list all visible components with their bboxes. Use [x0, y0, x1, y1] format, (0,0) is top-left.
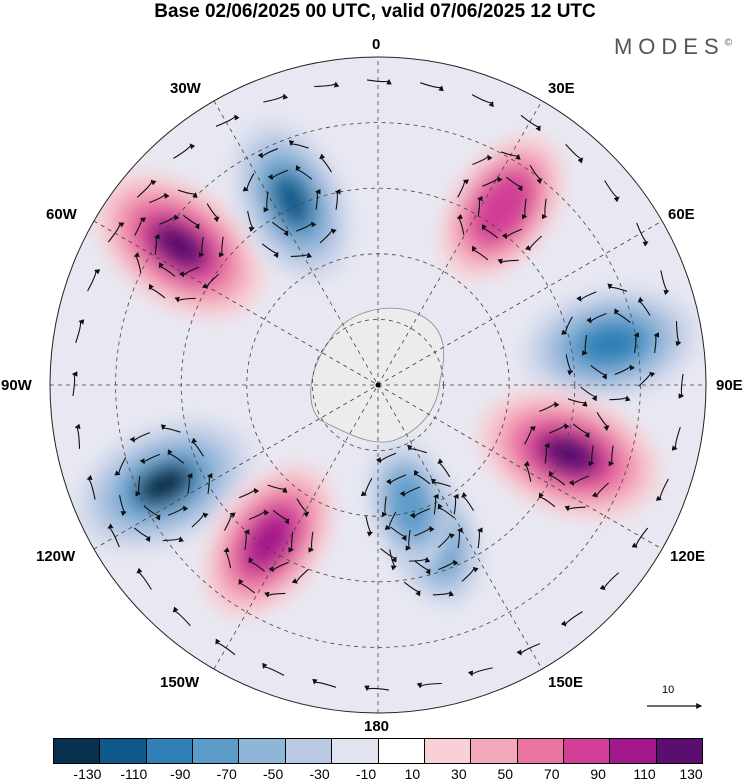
south-pole-marker — [375, 382, 381, 388]
colorbar-tick-label: 50 — [497, 766, 514, 782]
colorbar-cell — [53, 738, 100, 764]
lon-label-150w: 150W — [160, 674, 200, 691]
colorbar-cell — [284, 738, 332, 764]
lon-label-60w: 60W — [46, 206, 77, 223]
lon-label-0: 0 — [372, 36, 381, 53]
colorbar-tick-label: -110 — [120, 766, 148, 782]
colorbar-cell — [192, 738, 239, 764]
brand-mark: © — [724, 37, 732, 49]
lon-label-60e: 60E — [668, 206, 695, 223]
lon-label-30w: 30W — [170, 80, 201, 97]
lon-label-90e: 90E — [716, 377, 743, 394]
colorbar-tick-label: 130 — [679, 766, 703, 782]
colorbar-tick-label: -90 — [170, 766, 191, 782]
colorbar-cell — [516, 738, 563, 764]
colorbar-tick-label: 110 — [633, 766, 656, 782]
lon-label-120e: 120E — [670, 548, 706, 565]
wind-vectors — [71, 78, 685, 692]
colorbar-cell — [377, 738, 424, 764]
lon-label-120w: 120W — [36, 548, 76, 565]
colorbar-tick-label: 30 — [451, 766, 467, 782]
polar-map — [49, 56, 707, 714]
colorbar-tick-label: -30 — [309, 766, 330, 782]
trough-ross — [366, 440, 454, 571]
modes-logo: MODES© — [614, 34, 732, 60]
colorbar-cell — [145, 738, 193, 764]
map-border — [49, 56, 707, 714]
colorbar-cell — [655, 738, 704, 764]
colorbar-cell — [423, 738, 471, 764]
ridge-south-pacific — [94, 173, 265, 319]
anomaly-field — [74, 120, 700, 618]
colorbar-cell — [470, 738, 517, 764]
map-title: Base 02/06/2025 00 UTC, valid 07/06/2025… — [154, 1, 596, 22]
colorbar-cell — [609, 738, 656, 764]
colorbar-tick-label: 90 — [590, 766, 606, 782]
colorbar-cell — [99, 738, 146, 764]
trough-indian-west — [521, 286, 700, 402]
lon-label-150e: 150E — [548, 674, 584, 691]
colorbar-tick-label: 10 — [404, 766, 421, 782]
colorbar-ticks: -130 -110 -90 -70 -50 -30 -10 10 30 50 70 90 110 130 — [0, 766, 750, 784]
colorbar-cell — [238, 738, 285, 764]
lon-label-180: 180 — [364, 718, 390, 735]
colorbar-tick-label: -70 — [216, 766, 237, 782]
lon-label-30e: 30E — [548, 80, 575, 97]
colorbar-cell — [331, 738, 378, 764]
lon-label-90w: 90W — [1, 377, 32, 394]
colorbar-tick-label: -130 — [73, 766, 102, 782]
trough-southwest-pacific — [74, 418, 254, 552]
reference-vector-label: 10 — [662, 684, 675, 696]
colorbar-tick-label: 70 — [543, 766, 560, 782]
brand-text: MODES — [613, 34, 725, 59]
reference-vector-arrow — [647, 703, 703, 709]
colorbar-tick-label: -10 — [355, 766, 377, 782]
ridge-indian-east — [477, 390, 661, 519]
colorbar-cell — [562, 738, 610, 764]
colorbar — [53, 738, 704, 764]
colorbar-tick-label: -50 — [263, 766, 284, 782]
